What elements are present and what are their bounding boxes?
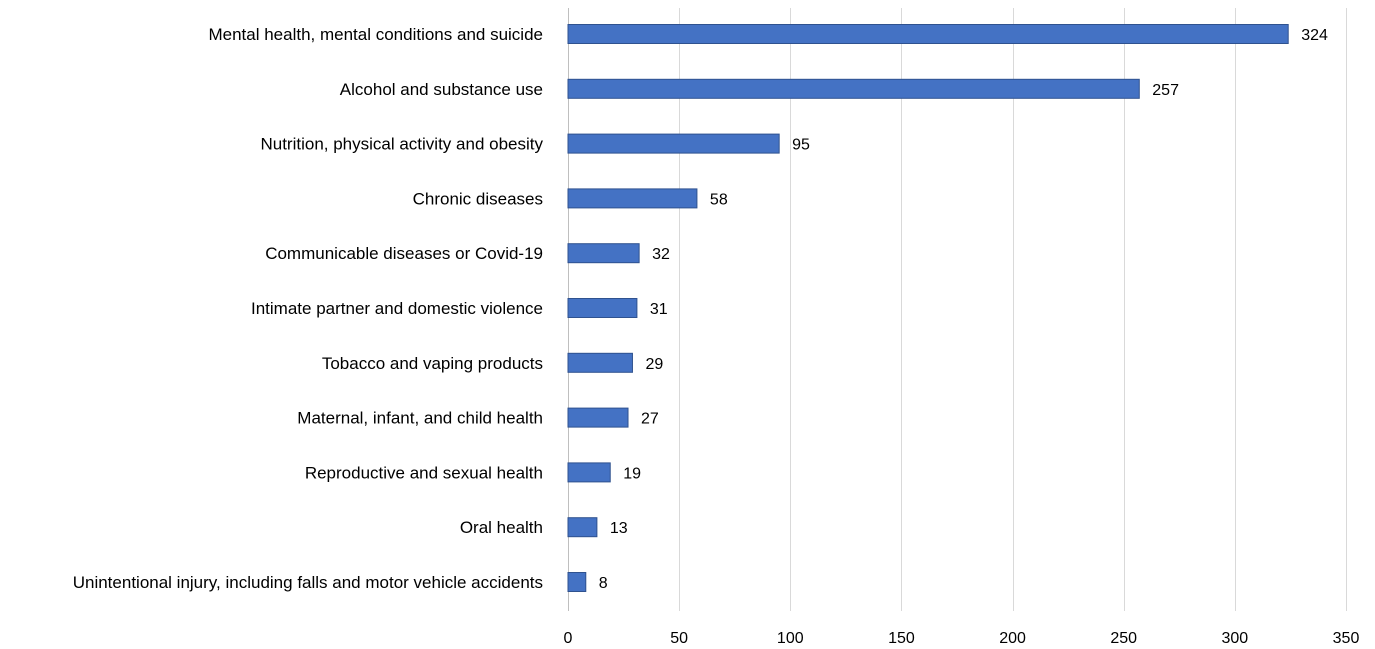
data-label: 324 — [1301, 27, 1328, 44]
category-labels: Mental health, mental conditions and sui… — [73, 25, 544, 592]
data-label: 95 — [792, 137, 810, 154]
category-label: Maternal, infant, and child health — [297, 409, 543, 428]
category-label: Chronic diseases — [413, 189, 543, 208]
bar-7 — [567, 407, 629, 428]
x-axis-tick-labels: 0 50 100 150 200 250 300 350 — [564, 630, 1360, 647]
category-label: Mental health, mental conditions and sui… — [208, 25, 543, 44]
data-label: 13 — [610, 520, 628, 537]
category-label: Nutrition, physical activity and obesity — [260, 135, 543, 154]
bar-1 — [567, 78, 1140, 99]
x-tick-label: 250 — [1110, 630, 1137, 647]
x-tick-label: 200 — [999, 630, 1026, 647]
bar-6 — [567, 352, 633, 373]
data-label: 29 — [645, 356, 663, 373]
category-label: Alcohol and substance use — [340, 80, 543, 99]
bar-8 — [567, 462, 611, 483]
bar-10 — [567, 572, 587, 592]
data-label: 58 — [710, 191, 728, 208]
bar-2 — [567, 133, 780, 154]
data-label: 32 — [652, 246, 670, 263]
category-label: Reproductive and sexual health — [305, 463, 543, 482]
x-tick-label: 100 — [777, 630, 804, 647]
data-label: 31 — [650, 301, 668, 318]
category-label: Communicable diseases or Covid-19 — [265, 244, 543, 263]
data-label: 8 — [599, 575, 608, 592]
x-tick-label: 150 — [888, 630, 915, 647]
data-label: 19 — [623, 465, 641, 482]
bar-3 — [567, 188, 698, 209]
x-tick-label: 50 — [670, 630, 688, 647]
x-tick-label: 0 — [564, 630, 573, 647]
bar-0 — [567, 24, 1289, 44]
bars — [567, 24, 1289, 592]
bar-9 — [567, 517, 598, 538]
gridlines — [568, 8, 1347, 611]
category-label: Oral health — [460, 518, 543, 537]
category-label: Intimate partner and domestic violence — [251, 299, 543, 318]
bar-5 — [567, 298, 638, 318]
data-labels: 324 257 95 58 32 31 29 27 19 13 8 — [599, 27, 1328, 592]
x-tick-label: 350 — [1333, 630, 1360, 647]
category-label: Unintentional injury, including falls an… — [73, 573, 543, 592]
bar-4 — [567, 243, 640, 264]
data-label: 257 — [1152, 82, 1179, 99]
x-tick-label: 300 — [1222, 630, 1249, 647]
category-label: Tobacco and vaping products — [322, 354, 543, 373]
data-label: 27 — [641, 411, 659, 428]
